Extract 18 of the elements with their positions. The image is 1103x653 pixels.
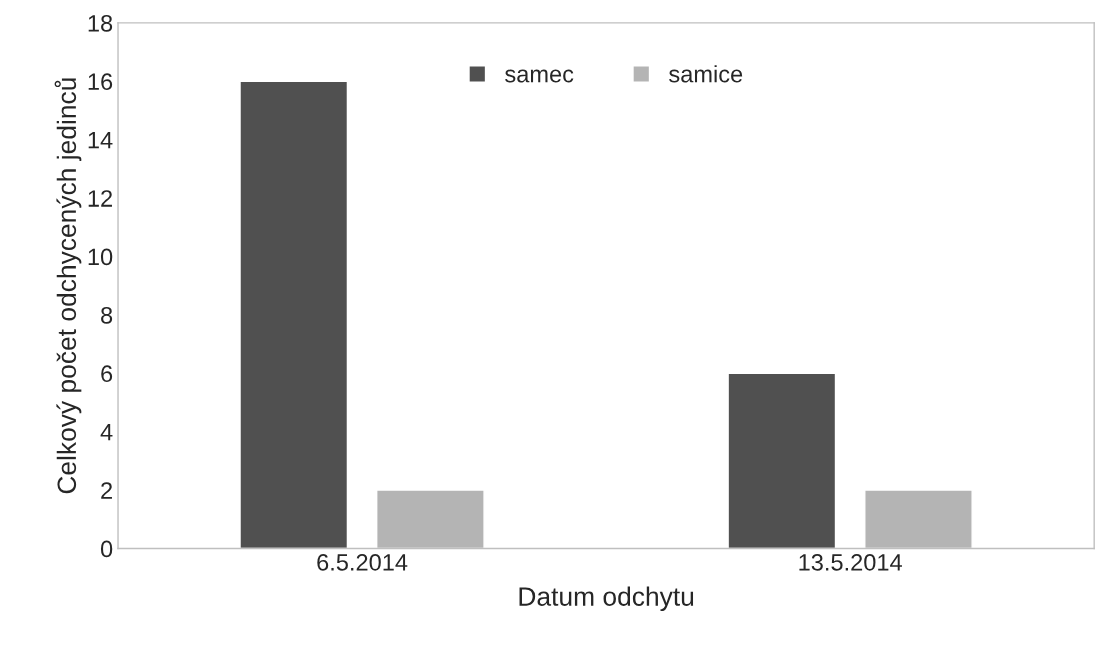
y-tick-label: 12 — [88, 190, 112, 207]
y-axis-title: Celkový počet odchycených jedinců — [54, 78, 82, 494]
y-tick-label: 0 — [100, 540, 113, 558]
y-tick-label: 2 — [101, 482, 112, 499]
y-tick-label: 8 — [101, 306, 113, 324]
y-tick-label: 4 — [100, 424, 113, 441]
legend-label: samice — [669, 65, 743, 83]
y-tick-label: 16 — [88, 73, 113, 91]
x-tick-label: 13.5.2014 — [799, 554, 902, 571]
legend-label: samec — [505, 69, 574, 83]
x-tick-label: 6.5.2014 — [317, 554, 408, 571]
bar — [727, 372, 837, 549]
bar — [239, 80, 349, 549]
y-tick-label: 14 — [88, 131, 113, 149]
y-tick-label: 6 — [101, 365, 113, 383]
x-axis-title: Datum odchytu — [519, 586, 694, 612]
y-tick-label: 10 — [88, 248, 113, 266]
y-tick-label: 18 — [88, 14, 113, 32]
